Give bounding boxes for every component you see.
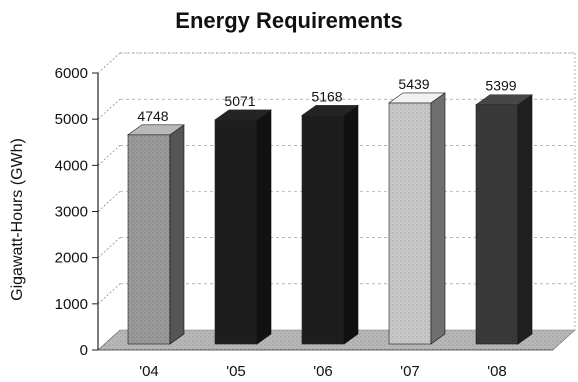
bar-side [517,94,533,345]
bar-side [256,109,272,345]
y-tick-label: 5000 [55,111,88,128]
data-label: 5439 [398,76,429,92]
y-tick-label: 1000 [55,296,88,313]
bar-front-texture [215,119,257,345]
data-label: 5168 [311,88,342,104]
data-label: 5071 [224,93,255,109]
y-axis-label: Gigawatt-Hours (GWh) [9,138,26,301]
grid-diagonal [97,98,121,120]
bar [388,92,446,345]
data-label: 5399 [485,78,516,94]
grid-diagonal [97,237,121,258]
y-tick-label: 3000 [55,204,88,221]
grid-diagonal [97,191,121,212]
bar [301,104,359,345]
bar-top [127,124,185,136]
labels: 0 1000 2000 3000 4000 5000 6000 Gigawatt-Hours … [9,65,517,380]
bar-front-texture [389,102,431,344]
bar-side [343,104,359,345]
grid-diagonal [97,329,121,351]
bar-side [430,92,446,345]
bar-top [388,92,446,104]
bar-top [475,94,533,106]
y-tick-label: 4000 [55,157,88,174]
grid-diagonal [97,283,121,305]
bar-front-texture [476,104,518,344]
bar-top [214,109,272,121]
grid-diagonal [97,145,121,166]
bar [214,109,272,345]
bar-front-texture [128,134,170,344]
bars [127,92,533,345]
bar-top [301,105,359,116]
x-tick-label: '05 [226,363,246,380]
bar [475,94,533,345]
x-tick-label: '08 [487,363,507,380]
axes [92,72,553,351]
x-tick-label: '07 [400,363,420,380]
data-label: 4748 [137,108,168,124]
x-tick-label: '04 [139,363,159,380]
y-tick-label: 6000 [55,65,88,82]
y-tick-label: 0 [80,342,88,359]
chart-title: Energy Requirements [175,8,403,33]
y-tick-label: 2000 [55,250,88,267]
x-tick-label: '06 [313,363,333,380]
grid-diagonal [97,52,121,74]
bar [127,124,185,345]
bar-front-texture [302,115,344,344]
bar-side [169,124,185,345]
